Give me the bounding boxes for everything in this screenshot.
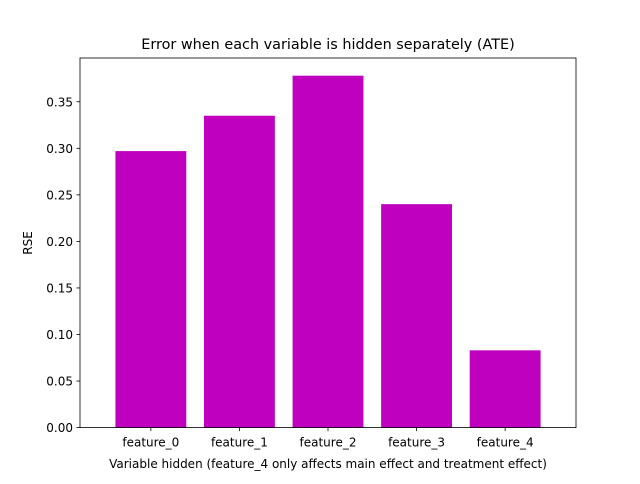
- y-tick-label: 0.05: [46, 375, 73, 389]
- x-tick-label: feature_4: [477, 436, 534, 450]
- bar-feature_0: [115, 151, 187, 428]
- y-tick-label: 0.30: [46, 142, 73, 156]
- y-tick-label: 0.20: [46, 235, 73, 249]
- bar-feature_1: [204, 115, 275, 428]
- x-tick-label: feature_0: [122, 436, 179, 450]
- x-tick-label: feature_2: [300, 436, 357, 450]
- x-axis-label: Variable hidden (feature_4 only affects …: [109, 457, 547, 471]
- x-axis: feature_0 feature_1 feature_2 feature_3 feat…: [122, 427, 534, 450]
- bars-layer: [115, 75, 541, 428]
- chart-title: Error when each variable is hidden separ…: [141, 37, 514, 53]
- x-tick-label: feature_3: [388, 436, 445, 450]
- plot-frame: [79, 57, 577, 429]
- bar-feature_2: [292, 75, 364, 428]
- y-tick-label: 0.35: [46, 95, 73, 109]
- y-tick-label: 0.15: [46, 281, 73, 295]
- y-tick-label: 0.10: [46, 328, 73, 342]
- y-tick-label: 0.25: [46, 188, 73, 202]
- x-tick-label: feature_1: [211, 436, 268, 450]
- y-axis: 0.00 0.05 0.10 0.15 0.20 0.25 0.30 0.35: [46, 95, 80, 435]
- y-axis-label: RSE: [21, 231, 35, 255]
- bar-feature_3: [381, 204, 452, 428]
- y-tick-label: 0.00: [46, 421, 73, 435]
- bar-feature_4: [469, 350, 541, 428]
